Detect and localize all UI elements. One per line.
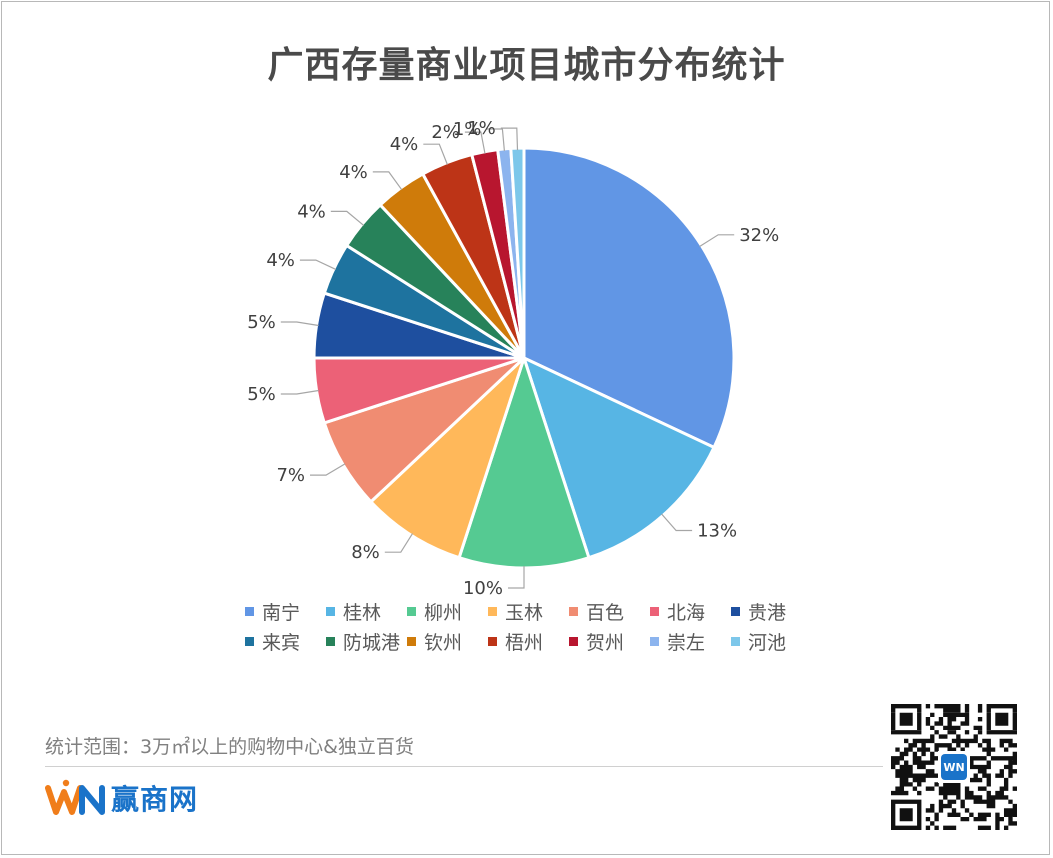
data-label-1: 13% [697,521,737,542]
data-label-10: 4% [390,134,419,155]
legend-item: 百色 [569,598,650,625]
winshang-logo-icon [45,779,105,815]
legend-item: 贵港 [731,598,812,625]
legend-item: 南宁 [245,598,326,625]
brand: 赢商网 [45,778,198,818]
leader-line-6 [280,321,319,327]
legend-item: 北海 [650,598,731,625]
legend-label: 贺州 [586,631,625,654]
leader-line-10 [423,143,448,165]
leader-line-4 [310,463,346,476]
legend-label: 玉林 [505,601,544,624]
scope-note: 统计范围：3万㎡以上的购物中心&独立百货 [45,736,414,758]
legend-swatch [407,636,416,646]
legend-swatch [569,636,578,646]
data-label-13: 1% [467,118,496,139]
chart-title: 广西存量商业项目城市分布统计 [267,45,786,86]
legend-item: 桂林 [326,598,407,625]
data-label-3: 8% [351,542,380,563]
leader-line-11 [464,131,486,154]
brand-name: 赢商网 [111,783,199,816]
legend-item: 玉林 [488,598,569,625]
legend-item: 防城港 [326,628,407,655]
data-label-6: 5% [247,312,276,333]
legend-swatch [326,606,335,616]
data-label-8: 4% [297,201,326,222]
legend-label: 南宁 [262,601,301,624]
chart-legend: 南宁 桂林 柳州 玉林 百色 北海 贵港来宾 防城港 钦州 梧州 贺州 崇左 河池 [245,596,825,656]
legend-swatch [650,636,659,646]
data-label-2: 10% [463,578,503,599]
data-label-12: 1% [453,119,482,140]
legend-swatch [731,606,740,616]
leader-line-3 [384,533,414,553]
legend-item: 柳州 [407,598,488,625]
legend-item: 河池 [731,628,812,655]
svg-text:WN: WN [943,761,964,774]
data-labels: 32%13%10%8%7%5%5%4%4%4%4%2%1%1% [247,118,779,599]
leader-line-9 [372,171,403,191]
leader-line-8 [330,210,365,226]
qr-code-icon: WN [891,704,1017,830]
legend-label: 梧州 [505,631,544,654]
legend-swatch [731,636,740,646]
legend-label: 北海 [667,601,706,624]
legend-label: 来宾 [262,631,301,654]
leader-line-13 [500,127,519,151]
legend-item: 贺州 [569,628,650,655]
pie-slices [312,146,736,570]
data-label-7: 4% [266,250,295,271]
legend-swatch [650,606,659,616]
footer-divider [45,766,883,767]
legend-swatch [245,606,254,616]
legend-swatch [569,606,578,616]
legend-label: 防城港 [343,631,401,654]
leader-line-2 [508,566,525,589]
leader-line-5 [280,389,319,395]
legend-swatch [488,636,497,646]
data-label-5: 5% [247,384,276,405]
data-label-11: 2% [431,122,460,143]
legend-label: 贵港 [748,601,787,624]
legend-swatch [326,636,335,646]
legend-swatch [245,636,254,646]
leader-line-1 [661,513,693,532]
leader-line-0 [699,234,735,248]
legend-row: 来宾 防城港 钦州 梧州 贺州 崇左 河池 [245,626,825,656]
leader-line-7 [299,259,337,270]
data-label-0: 32% [739,225,779,246]
legend-label: 柳州 [424,601,463,624]
legend-label: 百色 [586,601,625,624]
legend-label: 河池 [748,631,787,654]
legend-item: 崇左 [650,628,731,655]
legend-item: 钦州 [407,628,488,655]
legend-swatch [488,606,497,616]
legend-label: 崇左 [667,631,706,654]
leader-line-12 [486,128,505,151]
leader-lines [280,127,735,589]
legend-item: 来宾 [245,628,326,655]
legend-row: 南宁 桂林 柳州 玉林 百色 北海 贵港 [245,596,825,626]
legend-swatch [407,606,416,616]
legend-item: 梧州 [488,628,569,655]
legend-label: 钦州 [424,631,463,654]
legend-label: 桂林 [343,601,382,624]
data-label-9: 4% [339,162,368,183]
data-label-4: 7% [276,465,305,486]
